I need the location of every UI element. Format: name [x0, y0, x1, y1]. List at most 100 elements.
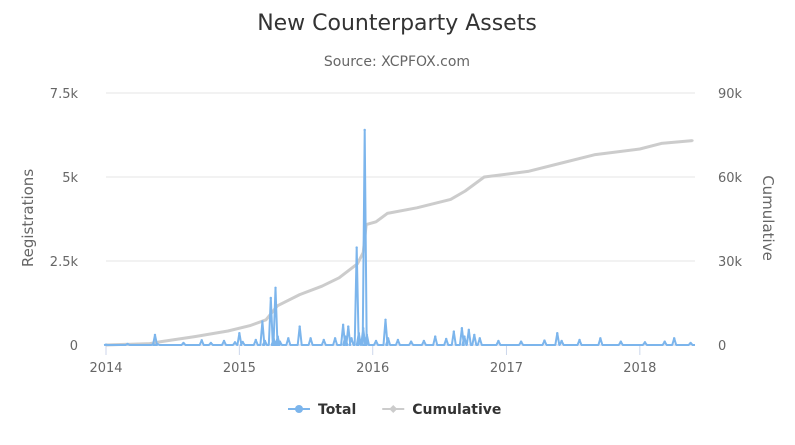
y-tick-label: 5k [62, 171, 78, 186]
data-point-total [560, 339, 563, 343]
data-point-total [104, 343, 108, 346]
y-axis-right: 0 30k 60k 90k [718, 87, 743, 354]
data-point-total [182, 341, 185, 345]
data-point-total [422, 339, 426, 343]
data-point-total [444, 337, 448, 341]
data-point-cumulative [594, 153, 597, 156]
data-point-total [386, 337, 390, 340]
data-point-total [663, 340, 666, 343]
x-tick-label: 2017 [490, 361, 523, 376]
data-point-total [478, 337, 481, 340]
data-point-cumulative [337, 276, 341, 279]
data-point-total [287, 337, 290, 340]
x-tick-label: 2018 [623, 361, 656, 376]
x-axis: 2014 2015 2016 2017 2018 [89, 344, 695, 376]
y-axis-title: Registrations [19, 169, 37, 267]
data-point-total [153, 333, 157, 337]
data-point-total [341, 323, 345, 327]
data-point-total [274, 286, 277, 290]
x-tick-label: 2016 [356, 361, 389, 376]
y-tick-label: 2.5k [50, 255, 79, 270]
data-point-total [463, 335, 466, 338]
data-point-total [619, 340, 623, 343]
data-point-cumulative [691, 139, 694, 142]
data-point-total [263, 339, 267, 343]
data-point-total [126, 342, 129, 346]
chart-title: New Counterparty Assets [257, 11, 537, 36]
y2-tick-label: 60k [718, 171, 743, 186]
data-point-cumulative [264, 318, 268, 321]
data-point-total [362, 327, 365, 330]
data-point-total [276, 335, 279, 338]
data-point-total [269, 296, 272, 300]
data-point-total [357, 332, 361, 335]
data-point-cumulative [298, 293, 301, 296]
data-point-total [272, 337, 275, 341]
data-point-total [344, 335, 347, 338]
data-point-total [200, 339, 203, 342]
y-tick-label: 7.5k [50, 87, 79, 102]
data-point-total [363, 128, 366, 132]
data-point-cumulative [159, 340, 163, 343]
legend-marker-cumulative [389, 405, 398, 413]
data-point-cumulative [193, 335, 196, 338]
data-point-cumulative [449, 198, 452, 201]
data-point-total [497, 339, 500, 343]
data-point-cumulative [386, 212, 389, 215]
data-point-total [278, 340, 282, 343]
legend-marker-total [295, 405, 303, 413]
data-point-total [384, 318, 387, 321]
data-point-total [322, 338, 325, 342]
data-point-total [365, 333, 369, 337]
data-point-total [309, 337, 312, 340]
data-point-total [473, 333, 476, 337]
x-tick-label: 2014 [89, 361, 122, 376]
y-tick-label: 0 [70, 339, 78, 354]
data-point-cumulative [320, 285, 324, 288]
series-layer [103, 128, 695, 347]
series-line-cumulative [105, 139, 693, 347]
data-point-total [460, 327, 464, 330]
x-tick-label: 2015 [223, 361, 256, 376]
data-point-total [241, 340, 244, 344]
legend-label-cumulative: Cumulative [412, 402, 501, 418]
y2-tick-label: 90k [718, 87, 743, 102]
data-point-total [543, 339, 546, 342]
data-point-total [519, 340, 523, 343]
data-point-total [298, 325, 301, 328]
legend: Total Cumulative [288, 402, 501, 418]
data-point-cumulative [660, 142, 663, 145]
data-point-total [556, 332, 559, 335]
y-axis-left: 0 2.5k 5k 7.5k [50, 87, 79, 354]
series-line-total [103, 129, 695, 346]
data-point-total [396, 338, 400, 342]
data-point-total [151, 343, 155, 346]
y2-tick-label: 0 [718, 339, 726, 354]
data-point-total [672, 337, 676, 340]
data-point-total [374, 339, 378, 343]
data-point-cumulative [374, 220, 378, 223]
data-point-total [233, 341, 237, 344]
data-point-cumulative [526, 170, 530, 173]
data-point-total [254, 338, 258, 342]
data-point-cumulative [415, 206, 419, 209]
data-point-cumulative [638, 147, 642, 151]
data-point-total [238, 332, 241, 335]
data-point-cumulative [463, 189, 467, 193]
data-point-total [434, 335, 437, 338]
data-point-total [409, 340, 413, 343]
data-point-total [222, 339, 226, 343]
y2-axis-title: Cumulative [759, 175, 777, 261]
data-point-total [261, 320, 264, 323]
chart-subtitle: Source: XCPFOX.com [324, 54, 470, 70]
data-point-total [599, 337, 602, 340]
legend-label-total: Total [318, 402, 356, 418]
data-point-total [355, 246, 358, 249]
data-point-total [156, 342, 159, 346]
data-point-total [467, 328, 471, 332]
data-point-total [350, 337, 353, 340]
grid-lines [106, 92, 695, 262]
y2-tick-label: 30k [718, 255, 743, 270]
data-point-total [333, 337, 337, 340]
